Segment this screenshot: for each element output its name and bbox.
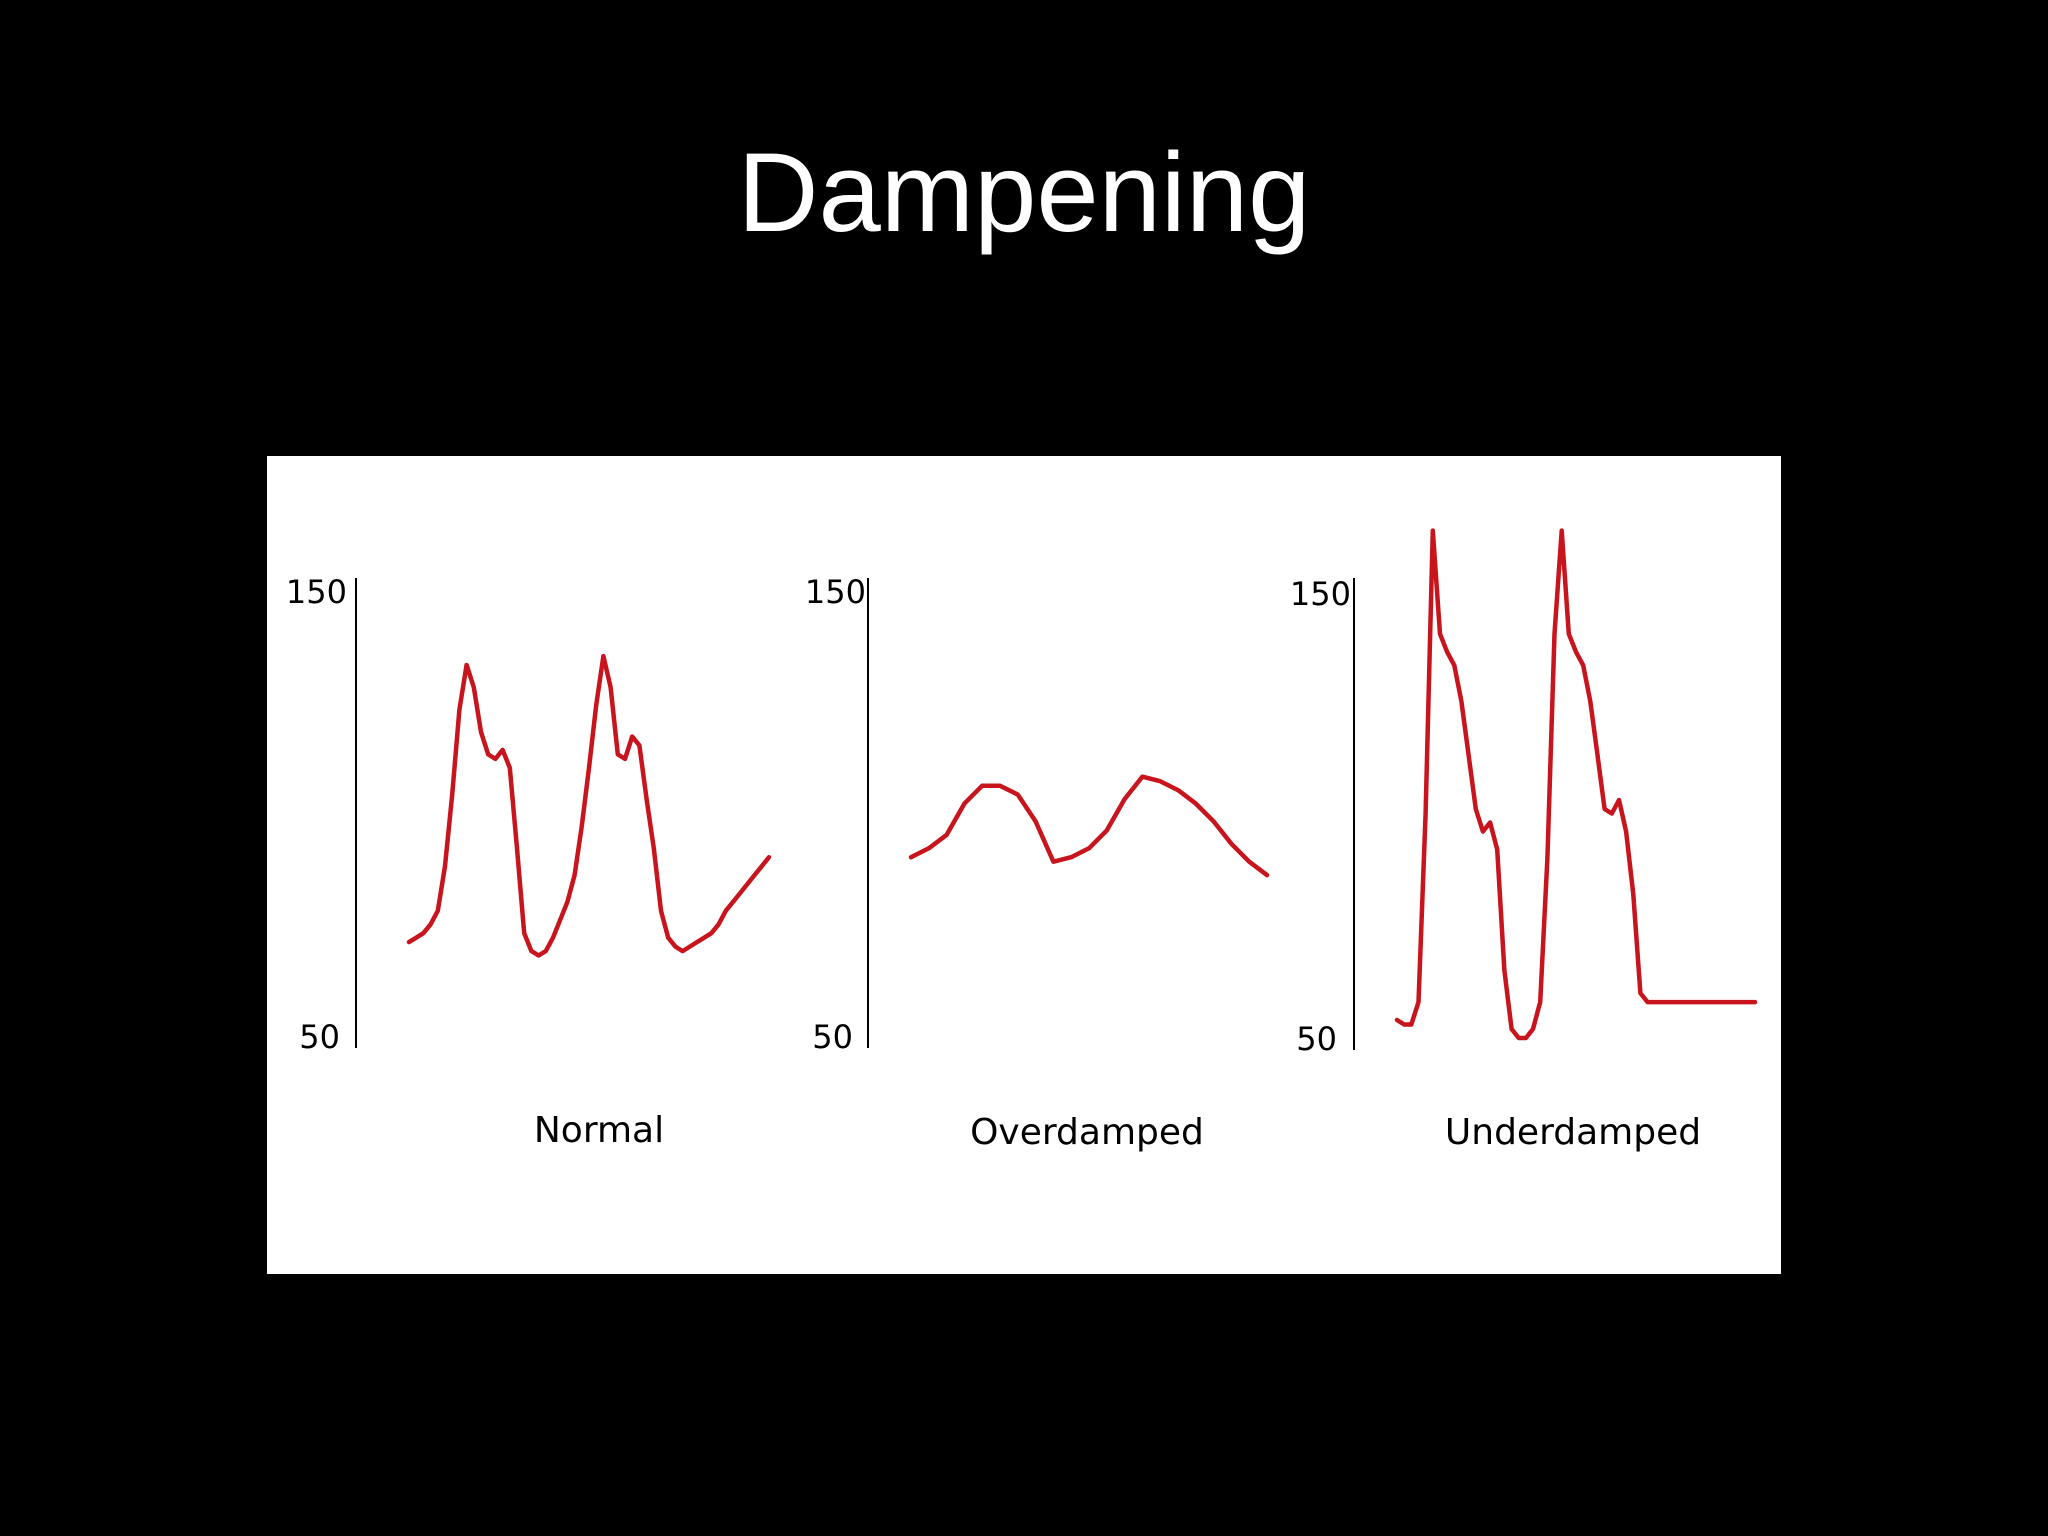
pressure-waveform-figure: 150 50 Normal 150 50 Overdamped 150 50 U… [286,528,1758,1153]
trace-overdamped [908,774,1270,878]
trace-underdamped [1394,528,1758,1041]
y-tick-top-underdamped: 150 [1290,575,1351,613]
y-tick-bottom-overdamped: 50 [812,1018,853,1056]
chart-overdamped: 150 50 Overdamped [805,573,1270,1153]
y-tick-bottom-normal: 50 [299,1018,340,1056]
y-tick-top-overdamped: 150 [805,573,866,611]
figure-panel: 150 50 Normal 150 50 Overdamped 150 50 U… [267,456,1781,1274]
label-overdamped: Overdamped [970,1112,1204,1153]
trace-normal [406,653,772,958]
y-tick-top-normal: 150 [286,573,347,611]
label-normal: Normal [534,1110,664,1151]
chart-normal: 150 50 Normal [286,573,772,1151]
chart-underdamped: 150 50 Underdamped [1290,528,1758,1153]
y-tick-bottom-underdamped: 50 [1296,1020,1337,1058]
slide-title: Dampening [737,130,1311,255]
label-underdamped: Underdamped [1445,1112,1701,1153]
